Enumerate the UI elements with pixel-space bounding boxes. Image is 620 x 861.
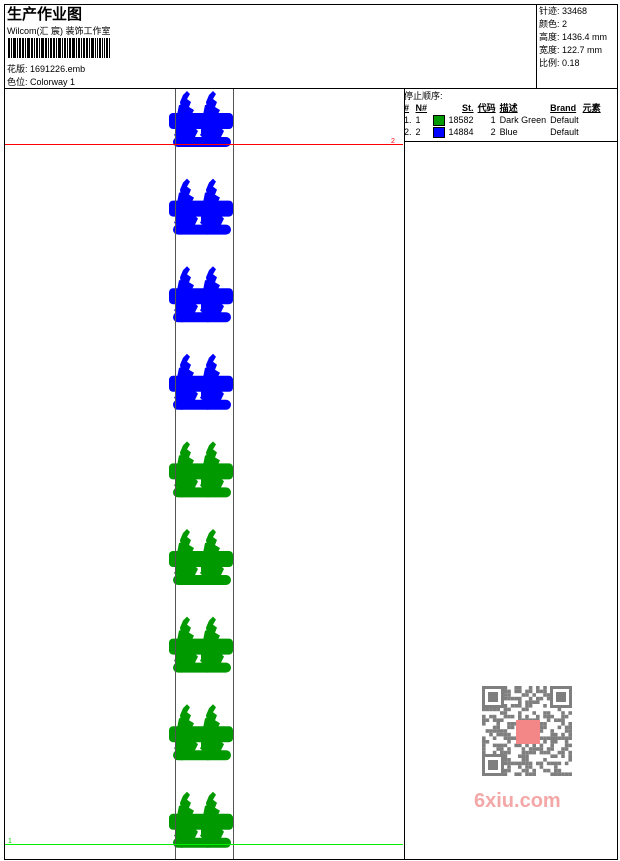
info-stitches: 针迹: 33468 — [539, 6, 588, 16]
company-name: Wilcom(汇 宸) 装饰工作室 — [7, 26, 111, 36]
table-row: 2. 2 14884 2 Blue Default — [404, 126, 579, 138]
embroidery-repeat — [169, 91, 233, 147]
table-bottom-line — [404, 141, 617, 142]
info-panel: 针迹: 33468 颜色: 2 高度: 1436.4 mm 宽度: 122.7 … — [539, 5, 607, 70]
embroidery-repeat — [169, 617, 233, 673]
table-header: # N# St. 代码 描述 Brand 元素 — [402, 101, 603, 114]
header-divider — [4, 88, 617, 89]
embroidery-repeat — [169, 529, 233, 585]
colorway: 色位: Colorway 1 — [7, 75, 75, 88]
embroidery-repeat — [169, 441, 233, 497]
barcode — [8, 38, 142, 58]
embroidery-repeat — [169, 354, 233, 410]
qr-code-icon — [482, 686, 572, 776]
color-swatch — [432, 114, 445, 126]
col-num: # — [404, 102, 410, 113]
design-value: 1691226.emb — [30, 64, 86, 74]
colorway-label: 色位: — [7, 77, 28, 87]
table-row: 1. 1 18582 1 Dark Green Default — [404, 114, 579, 126]
info-divider — [536, 4, 537, 88]
color-swatch — [432, 126, 445, 138]
stop-sequence-table: # N# St. 代码 描述 Brand 元素 1. 1 18582 1 Dark … — [402, 101, 603, 138]
col-code: 代码 — [477, 103, 496, 113]
page-title: 生产作业图 — [7, 5, 83, 23]
embroidery-repeat — [169, 792, 233, 848]
embroidery-repeat — [169, 704, 233, 760]
col-element: 元素 — [582, 103, 601, 113]
info-scale: 比例: 0.18 — [539, 58, 580, 68]
col-brand: Brand — [550, 102, 577, 113]
stop-sequence-title: 停止顺序: — [404, 91, 443, 101]
col-desc: 描述 — [499, 103, 518, 113]
sheet-frame — [4, 4, 618, 860]
info-height: 高度: 1436.4 mm — [539, 32, 608, 42]
col-n: N# — [415, 102, 428, 113]
panel-divider — [404, 88, 405, 859]
colorway-value: Colorway 1 — [30, 77, 76, 87]
design-label: 花版: — [7, 64, 28, 74]
watermark-text: 6xiu.com — [474, 790, 561, 812]
embroidery-repeat — [169, 179, 233, 235]
col-stitches: St. — [462, 102, 474, 113]
end-marker: 1 — [8, 838, 12, 845]
info-colors: 颜色: 2 — [539, 19, 568, 29]
watermark: 6xiu.com — [470, 680, 586, 814]
design-file: 花版: 1691226.emb — [7, 62, 85, 75]
info-width: 宽度: 122.7 mm — [539, 45, 603, 55]
start-marker: 2 — [391, 138, 395, 145]
embroidery-repeat — [169, 266, 233, 322]
